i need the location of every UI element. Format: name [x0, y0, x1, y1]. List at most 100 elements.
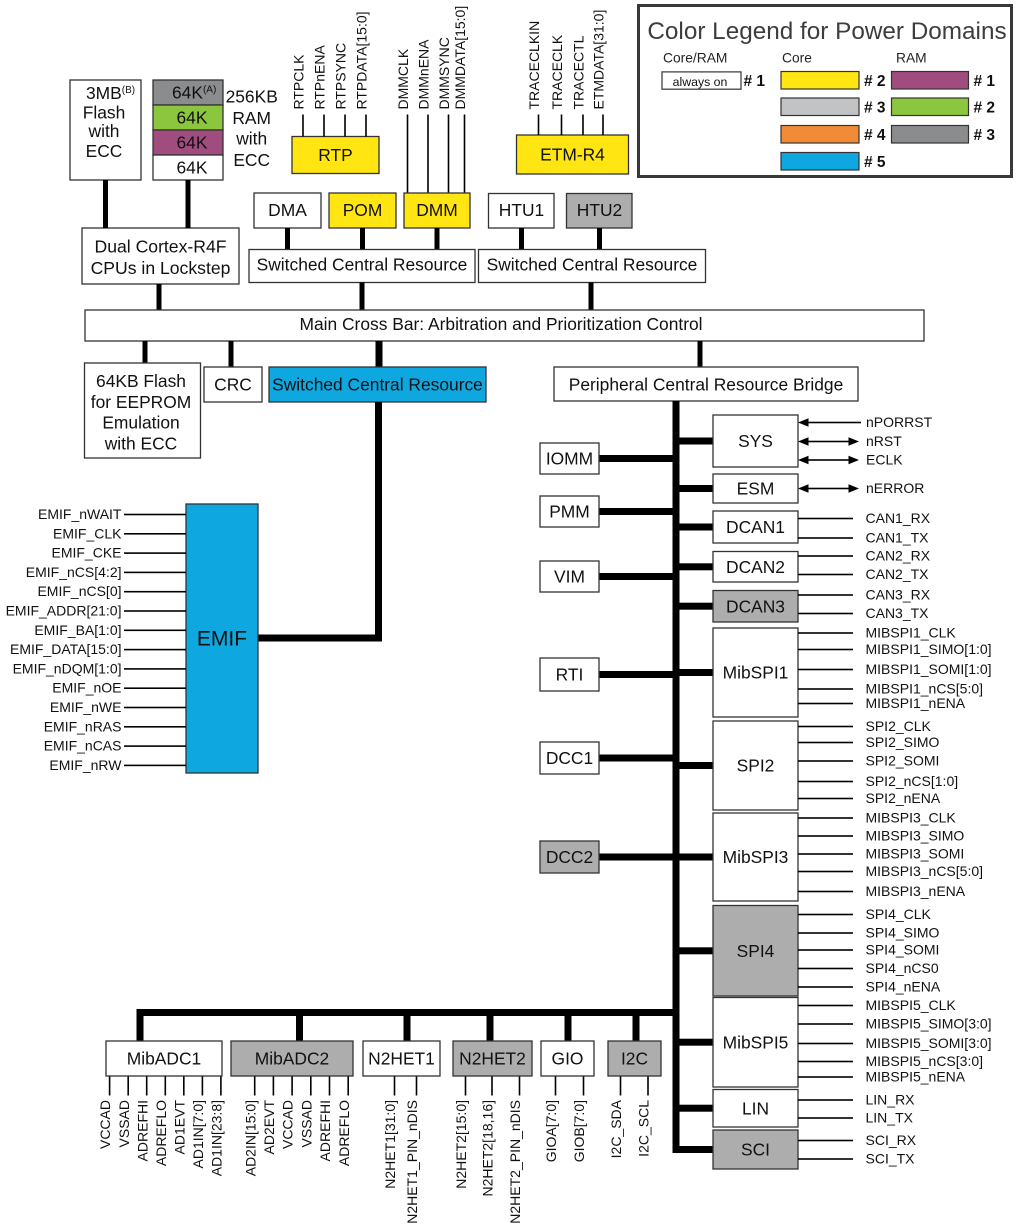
svg-text:Switched Central Resource: Switched Central Resource: [487, 254, 698, 274]
svg-text:SPI4_SIMO: SPI4_SIMO: [866, 924, 940, 940]
svg-text:MIBSPI5_SIMO[3:0]: MIBSPI5_SIMO[3:0]: [866, 1015, 992, 1031]
svg-text:MIBSPI5_CLK: MIBSPI5_CLK: [866, 997, 957, 1013]
svg-text:for EEPROM: for EEPROM: [91, 392, 192, 412]
svg-text:MibSPI3: MibSPI3: [723, 847, 789, 867]
svg-text:AD2EVT: AD2EVT: [261, 1100, 277, 1155]
svg-text:SPI2_SOMI: SPI2_SOMI: [866, 752, 940, 768]
svg-text:# 2: # 2: [974, 100, 996, 117]
svg-text:VSSAD: VSSAD: [116, 1100, 132, 1147]
svg-text:VCCAD: VCCAD: [97, 1100, 113, 1149]
svg-text:LIN_TX: LIN_TX: [866, 1109, 914, 1125]
svg-text:MIBSPI3_nENA: MIBSPI3_nENA: [866, 883, 966, 899]
svg-text:EMIF_nOE: EMIF_nOE: [52, 680, 121, 696]
svg-text:N2HET1_PIN_nDIS: N2HET1_PIN_nDIS: [404, 1100, 420, 1224]
svg-text:always on: always on: [673, 75, 728, 89]
svg-text:MibSPI1: MibSPI1: [723, 663, 789, 683]
svg-text:RTI: RTI: [556, 665, 584, 685]
svg-text:MIBSPI5_nCS[3:0]: MIBSPI5_nCS[3:0]: [866, 1053, 984, 1069]
svg-text:EMIF: EMIF: [197, 628, 247, 651]
svg-text:64K: 64K: [177, 158, 208, 178]
svg-text:GIO: GIO: [552, 1049, 584, 1069]
svg-text:N2HET2[18,16]: N2HET2[18,16]: [480, 1100, 496, 1197]
svg-text:IOMM: IOMM: [546, 449, 593, 469]
svg-text:MibADC1: MibADC1: [127, 1049, 201, 1069]
svg-text:# 4: # 4: [864, 127, 886, 144]
svg-text:HTU1: HTU1: [499, 200, 544, 220]
svg-text:nRST: nRST: [866, 433, 902, 449]
svg-text:SPI4: SPI4: [737, 941, 775, 961]
svg-text:Flash: Flash: [83, 103, 126, 123]
svg-text:ETM-R4: ETM-R4: [540, 145, 605, 165]
svg-text:SYS: SYS: [738, 431, 773, 451]
svg-text:DMMSYNC: DMMSYNC: [436, 37, 452, 109]
svg-text:with: with: [88, 121, 120, 141]
svg-text:CAN3_RX: CAN3_RX: [866, 586, 931, 602]
svg-text:Core: Core: [782, 51, 812, 66]
svg-text:N2HET1[31:0]: N2HET1[31:0]: [382, 1100, 398, 1189]
svg-text:GIOB[7:0]: GIOB[7:0]: [571, 1100, 587, 1162]
svg-text:SPI2_nENA: SPI2_nENA: [866, 790, 941, 806]
svg-text:DMM: DMM: [416, 200, 458, 220]
svg-text:SPI2: SPI2: [737, 756, 775, 776]
svg-text:64K: 64K: [177, 108, 208, 128]
svg-text:DMMDATA[15:0]: DMMDATA[15:0]: [452, 6, 468, 110]
svg-text:Core/RAM: Core/RAM: [663, 51, 727, 66]
svg-text:EMIF_nDQM[1:0]: EMIF_nDQM[1:0]: [13, 660, 122, 676]
svg-text:MIBSPI1_CLK: MIBSPI1_CLK: [866, 624, 957, 640]
svg-text:MIBSPI1_SIMO[1:0]: MIBSPI1_SIMO[1:0]: [866, 641, 992, 657]
svg-text:# 5: # 5: [864, 154, 886, 171]
svg-text:EMIF_DATA[15:0]: EMIF_DATA[15:0]: [10, 641, 122, 657]
svg-text:MIBSPI5_SOMI[3:0]: MIBSPI5_SOMI[3:0]: [866, 1035, 992, 1051]
svg-text:SPI2_nCS[1:0]: SPI2_nCS[1:0]: [866, 773, 959, 789]
svg-text:# 2: # 2: [864, 73, 886, 90]
svg-text:AD1IN[7:0]: AD1IN[7:0]: [190, 1100, 206, 1168]
svg-text:SPI4_nCS0: SPI4_nCS0: [866, 960, 939, 976]
svg-text:I2C: I2C: [621, 1049, 648, 1069]
svg-text:N2HET2: N2HET2: [459, 1049, 526, 1069]
svg-text:LIN: LIN: [742, 1099, 769, 1119]
svg-text:ECLK: ECLK: [866, 451, 903, 467]
svg-text:DMMnENA: DMMnENA: [416, 39, 432, 110]
svg-text:RAM: RAM: [896, 51, 927, 66]
svg-text:64K: 64K: [177, 133, 208, 153]
svg-text:MIBSPI3_SIMO: MIBSPI3_SIMO: [866, 827, 965, 843]
svg-text:CRC: CRC: [214, 375, 252, 395]
svg-text:CAN2_TX: CAN2_TX: [866, 566, 930, 582]
svg-text:CAN1_TX: CAN1_TX: [866, 529, 930, 545]
svg-text:Main Cross Bar: Arbitration an: Main Cross Bar: Arbitration and Prioriti…: [299, 314, 702, 334]
svg-text:MIBSPI3_CLK: MIBSPI3_CLK: [866, 809, 957, 825]
svg-text:EMIF_ADDR[21:0]: EMIF_ADDR[21:0]: [6, 603, 122, 619]
svg-text:nERROR: nERROR: [866, 480, 924, 496]
svg-text:TRACECLKIN: TRACECLKIN: [526, 21, 542, 110]
svg-text:MIBSPI3_nCS[5:0]: MIBSPI3_nCS[5:0]: [866, 863, 984, 879]
svg-text:N2HET2[15:0]: N2HET2[15:0]: [453, 1100, 469, 1189]
svg-text:I2C_SCL: I2C_SCL: [636, 1100, 652, 1157]
svg-text:GIOA[7:0]: GIOA[7:0]: [543, 1100, 559, 1162]
svg-text:DCC2: DCC2: [546, 847, 593, 867]
svg-text:LIN_RX: LIN_RX: [866, 1091, 916, 1107]
svg-text:EMIF_nRW: EMIF_nRW: [49, 757, 122, 773]
svg-text:Peripheral Central Resource Br: Peripheral Central Resource Bridge: [569, 374, 844, 394]
svg-text:EMIF_nWAIT: EMIF_nWAIT: [38, 506, 122, 522]
svg-text:SPI2_SIMO: SPI2_SIMO: [866, 734, 940, 750]
svg-text:EMIF_nCAS: EMIF_nCAS: [44, 738, 122, 754]
svg-text:# 1: # 1: [974, 73, 996, 90]
svg-text:# 3: # 3: [974, 127, 996, 144]
svg-text:HTU2: HTU2: [577, 200, 622, 220]
svg-text:RTPSYNC: RTPSYNC: [333, 43, 349, 110]
svg-text:256KB: 256KB: [226, 87, 278, 107]
svg-text:Dual Cortex-R4F: Dual Cortex-R4F: [95, 237, 227, 257]
svg-text:ECC: ECC: [233, 150, 270, 170]
svg-text:MIBSPI5_nENA: MIBSPI5_nENA: [866, 1068, 966, 1084]
svg-text:PMM: PMM: [549, 502, 590, 522]
svg-text:AD1EVT: AD1EVT: [171, 1100, 187, 1155]
svg-text:ADREFLO: ADREFLO: [336, 1100, 352, 1166]
svg-text:VIM: VIM: [554, 567, 585, 587]
svg-text:ETMDATA[31:0]: ETMDATA[31:0]: [591, 10, 607, 110]
svg-text:CAN3_TX: CAN3_TX: [866, 605, 930, 621]
svg-text:DMA: DMA: [268, 200, 307, 220]
svg-text:EMIF_BA[1:0]: EMIF_BA[1:0]: [34, 622, 121, 638]
svg-text:TRACECTL: TRACECTL: [571, 35, 587, 109]
svg-text:DMMCLK: DMMCLK: [395, 48, 411, 109]
svg-text:Color Legend for Power Domains: Color Legend for Power Domains: [647, 18, 1006, 45]
